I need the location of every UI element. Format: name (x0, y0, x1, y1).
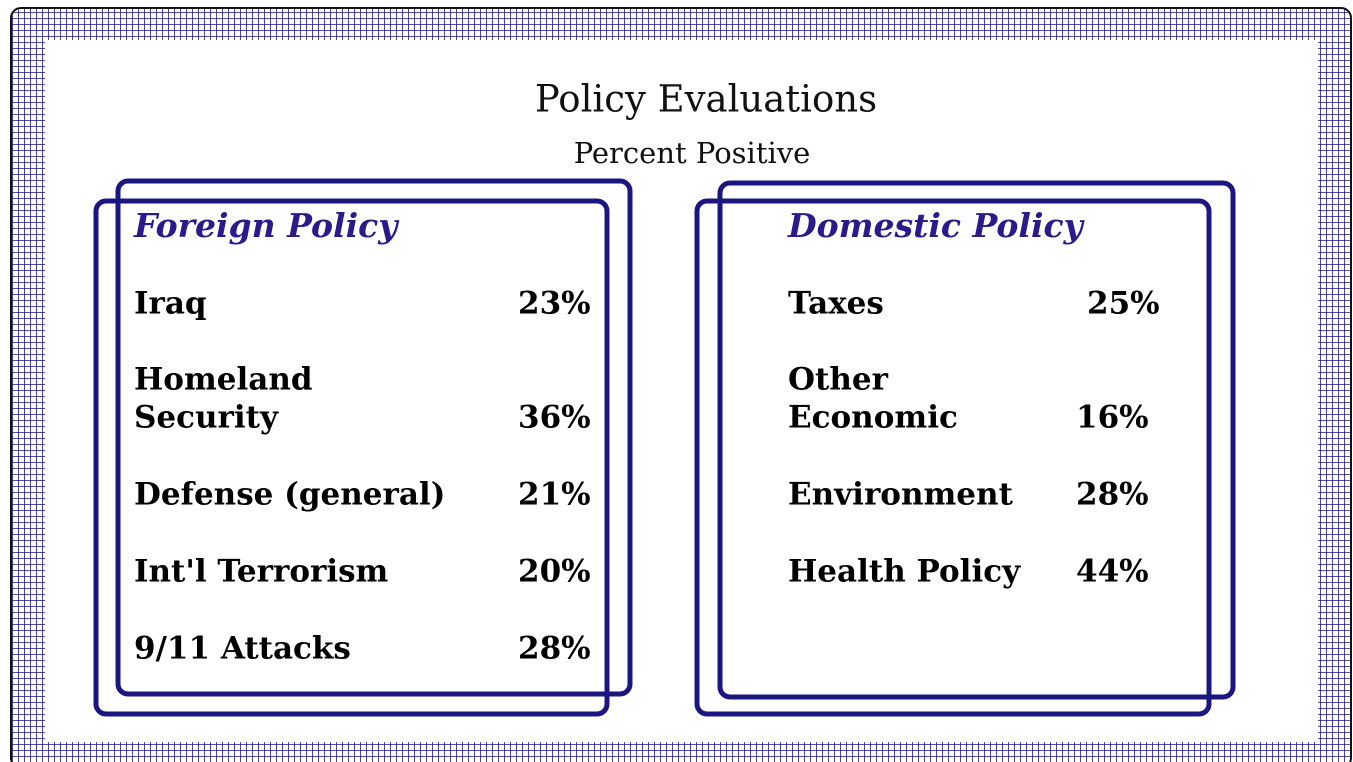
item-label: Homeland (134, 362, 313, 398)
item-value: 25% (1087, 286, 1160, 322)
item-value: 36% (518, 400, 591, 436)
item-value: 21% (518, 477, 591, 513)
panel-frame (115, 178, 633, 697)
item-label: Iraq (134, 286, 207, 322)
item-label: Taxes (788, 286, 884, 322)
panel-heading: Foreign Policy (133, 206, 400, 245)
item-value: 44% (1076, 554, 1149, 590)
panel-frame (694, 198, 1212, 717)
panel-heading: Domestic Policy (787, 206, 1086, 245)
title: Policy Evaluations (535, 78, 877, 121)
item-value: 20% (518, 554, 591, 590)
item-label: Health Policy (788, 554, 1021, 590)
item-label: 9/11 Attacks (134, 631, 351, 667)
panel-frame (93, 198, 610, 717)
slide-area (45, 40, 1318, 742)
subtitle: Percent Positive (574, 136, 811, 170)
item-value: 23% (518, 286, 591, 322)
item-label: Defense (general) (134, 477, 445, 513)
panel-frame (717, 180, 1236, 700)
item-value: 28% (1076, 477, 1149, 513)
item-label: Other (788, 362, 889, 398)
item-label: Economic (788, 400, 958, 436)
item-label: Environment (788, 477, 1014, 513)
item-value: 28% (518, 631, 591, 667)
item-label: Security (134, 400, 279, 436)
item-value: 16% (1076, 400, 1149, 436)
item-label: Int'l Terrorism (134, 554, 389, 590)
